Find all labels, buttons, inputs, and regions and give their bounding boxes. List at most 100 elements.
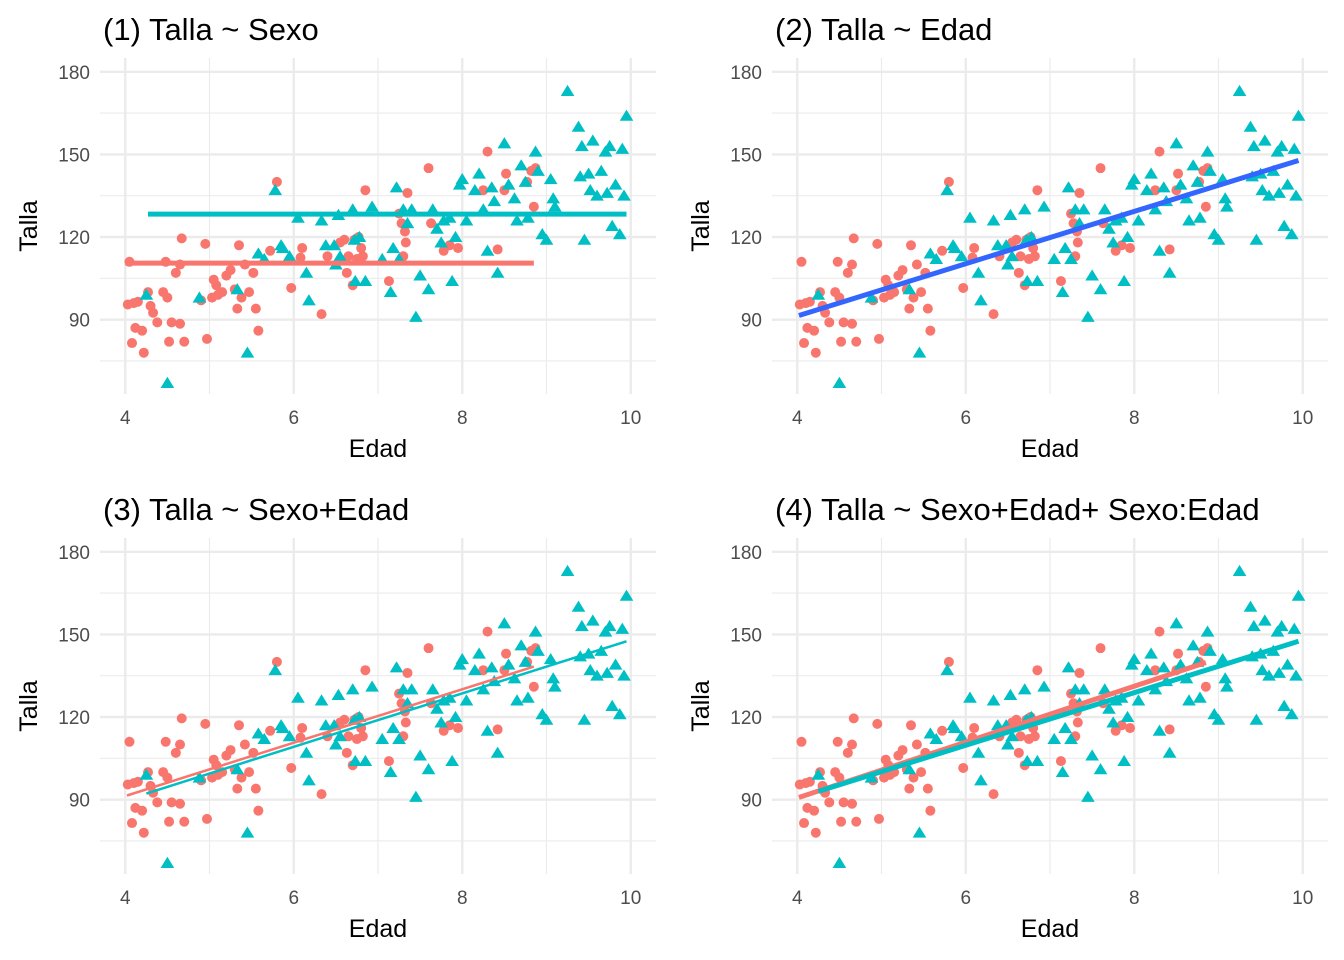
panel-3: 4 6 8 10 90 120 150 180 Edad Talla (3) Talla ~ Sex… bbox=[0, 480, 672, 960]
point-m bbox=[484, 181, 499, 193]
point-f bbox=[958, 762, 969, 773]
point-m bbox=[291, 211, 305, 223]
point-m bbox=[546, 192, 561, 204]
y-tick-label: 150 bbox=[58, 625, 90, 646]
point-m bbox=[282, 730, 297, 742]
point-m bbox=[352, 710, 367, 722]
x-tick-label: 4 bbox=[120, 888, 131, 909]
point-f bbox=[851, 816, 862, 827]
point-f bbox=[906, 720, 916, 731]
point-m bbox=[1232, 84, 1247, 97]
point-m bbox=[1203, 644, 1217, 656]
point-m bbox=[1173, 178, 1188, 190]
point-m bbox=[571, 120, 586, 132]
point-m bbox=[1047, 252, 1062, 265]
point-m bbox=[531, 644, 545, 656]
point-m bbox=[1030, 274, 1045, 287]
point-m bbox=[1120, 230, 1135, 242]
point-m bbox=[1193, 691, 1207, 703]
point-m bbox=[251, 247, 266, 259]
point-f bbox=[872, 238, 883, 249]
point-f bbox=[164, 816, 175, 827]
point-m bbox=[1257, 614, 1272, 626]
point-m bbox=[430, 702, 444, 714]
point-m bbox=[299, 266, 314, 278]
point-f bbox=[253, 805, 264, 816]
point-m bbox=[510, 214, 524, 226]
point-m bbox=[1093, 763, 1108, 775]
point-m bbox=[1289, 189, 1303, 201]
point-m bbox=[615, 142, 630, 154]
point-f bbox=[799, 818, 810, 829]
point-m bbox=[548, 200, 562, 212]
point-f bbox=[426, 218, 437, 229]
point-m bbox=[514, 639, 529, 651]
x-tick-label: 10 bbox=[620, 888, 641, 909]
point-m bbox=[560, 84, 575, 97]
point-f bbox=[339, 234, 350, 245]
point-f bbox=[478, 665, 489, 676]
point-m bbox=[327, 239, 342, 251]
point-f bbox=[922, 783, 933, 794]
point-m bbox=[1076, 683, 1091, 695]
point-m bbox=[1055, 765, 1070, 778]
point-m bbox=[333, 250, 347, 262]
point-m bbox=[510, 694, 524, 706]
point-m bbox=[1218, 192, 1233, 204]
point-m bbox=[1140, 183, 1154, 196]
point-f bbox=[1013, 267, 1024, 278]
point-m bbox=[1127, 652, 1142, 665]
y-tick-label: 150 bbox=[58, 145, 90, 166]
point-f bbox=[501, 168, 512, 179]
point-m bbox=[1003, 688, 1018, 700]
point-m bbox=[430, 222, 444, 234]
point-m bbox=[615, 622, 630, 634]
point-m bbox=[594, 164, 609, 176]
point-f bbox=[1095, 643, 1106, 654]
point-f bbox=[423, 643, 434, 654]
point-m bbox=[605, 219, 620, 231]
point-m bbox=[1144, 647, 1158, 659]
point-m bbox=[971, 266, 986, 278]
point-f bbox=[453, 243, 464, 254]
point-f bbox=[200, 718, 211, 729]
point-m bbox=[497, 617, 512, 629]
point-m bbox=[383, 765, 398, 778]
point-m bbox=[442, 211, 457, 223]
point-m bbox=[1289, 669, 1303, 681]
point-f bbox=[137, 325, 148, 336]
point-m bbox=[1287, 622, 1302, 634]
x-axis-label: Edad bbox=[349, 915, 407, 943]
point-m bbox=[612, 708, 627, 720]
point-f bbox=[1074, 667, 1085, 678]
point-f bbox=[904, 783, 915, 794]
point-m bbox=[1055, 285, 1070, 298]
point-f bbox=[148, 307, 159, 318]
point-f bbox=[872, 718, 883, 729]
point-f bbox=[1055, 276, 1066, 287]
point-m bbox=[1287, 142, 1302, 154]
plot-svg: 4 6 8 10 90 120 150 180 Edad Talla (2) Talla ~ Eda… bbox=[687, 12, 1328, 463]
point-m bbox=[608, 658, 623, 670]
point-f bbox=[1125, 243, 1136, 254]
x-axis-label: Edad bbox=[349, 435, 407, 463]
point-m bbox=[1249, 233, 1264, 245]
point-m bbox=[1156, 661, 1171, 673]
point-f bbox=[943, 176, 954, 187]
point-m bbox=[974, 774, 988, 786]
point-m bbox=[365, 200, 379, 212]
point-f bbox=[225, 745, 236, 756]
x-tick-label: 6 bbox=[960, 888, 971, 909]
point-f bbox=[383, 276, 394, 287]
point-m bbox=[1106, 716, 1121, 728]
x-tick-label: 6 bbox=[288, 408, 299, 429]
point-f bbox=[969, 723, 980, 734]
point-m bbox=[345, 203, 360, 215]
fit-line-f bbox=[126, 665, 535, 797]
point-f bbox=[838, 797, 849, 808]
point-m bbox=[507, 192, 522, 204]
point-m bbox=[302, 774, 316, 786]
point-m bbox=[585, 614, 600, 626]
point-f bbox=[847, 798, 858, 809]
point-m bbox=[139, 768, 154, 780]
